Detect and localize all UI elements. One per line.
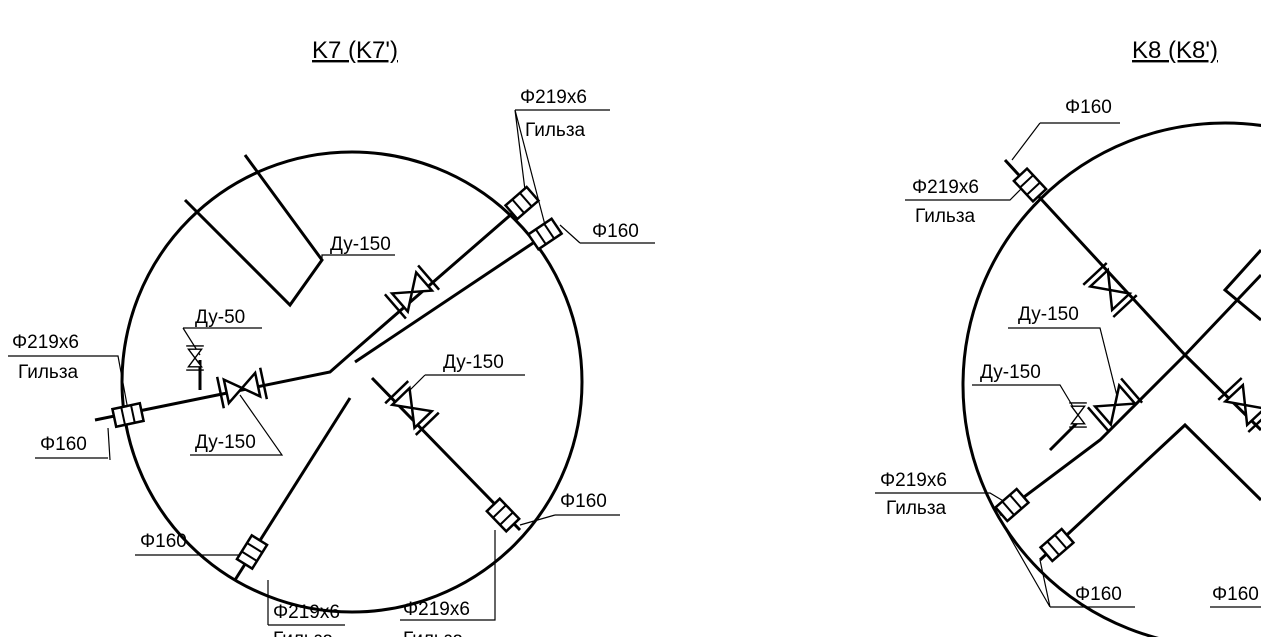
- valve: [1217, 377, 1261, 433]
- label: Гильза: [273, 629, 334, 637]
- label: Ду-150: [443, 352, 504, 373]
- label: Ду-150: [195, 432, 256, 453]
- k7: K7 (K7') Φ219х6 Гильза Φ160 Ду-150 Ду-50…: [8, 37, 655, 637]
- label: Гильза: [886, 498, 947, 519]
- leader: [875, 122, 1261, 608]
- valve: [215, 367, 269, 409]
- sleeve: [485, 496, 521, 534]
- pipe: [94, 196, 531, 422]
- sleeve: [993, 487, 1031, 523]
- valve: [186, 345, 204, 371]
- leader: [8, 109, 655, 626]
- label: Φ160: [40, 434, 87, 455]
- well-outline: [961, 121, 1261, 637]
- sleeve: [526, 216, 564, 252]
- label: Φ219х6: [12, 332, 79, 353]
- label: Гильза: [525, 120, 586, 141]
- label: Φ219х6: [403, 599, 470, 620]
- label: Φ160: [1075, 584, 1122, 605]
- label: Φ160: [1212, 584, 1259, 605]
- label: Φ160: [140, 531, 187, 552]
- chamber: [183, 154, 324, 308]
- label: Φ219х6: [912, 177, 979, 198]
- sleeve: [503, 185, 541, 221]
- label: Φ160: [592, 221, 639, 242]
- label: Φ160: [1065, 97, 1112, 118]
- sleeve: [1012, 166, 1048, 204]
- k8: K8 (K8') Φ160 Φ219х6 Гильза Ду-150 Ду-15…: [875, 37, 1261, 637]
- sleeve: [110, 401, 146, 429]
- label: Ду-150: [1018, 304, 1079, 325]
- label: Гильза: [915, 206, 976, 227]
- pipe: [354, 233, 546, 364]
- label: Гильза: [403, 629, 464, 637]
- valve: [1086, 377, 1144, 433]
- valve: [384, 380, 440, 436]
- pipe: [999, 158, 1261, 562]
- sleeve: [235, 533, 269, 571]
- label: Φ160: [560, 491, 607, 512]
- sleeve: [1038, 527, 1076, 563]
- well-outline: [120, 150, 584, 614]
- label: Φ219х6: [880, 470, 947, 491]
- title: K8 (K8'): [1132, 37, 1218, 64]
- label: Ду-150: [330, 234, 391, 255]
- label: Ду-150: [980, 362, 1041, 383]
- valve: [383, 264, 441, 320]
- valve: [1082, 262, 1138, 318]
- title: K7 (K7'): [312, 37, 398, 64]
- label: Φ219х6: [520, 87, 587, 108]
- label: Гильза: [18, 362, 79, 383]
- valve: [1069, 402, 1087, 428]
- label: Ду-50: [195, 307, 245, 328]
- label: Φ219х6: [273, 602, 340, 623]
